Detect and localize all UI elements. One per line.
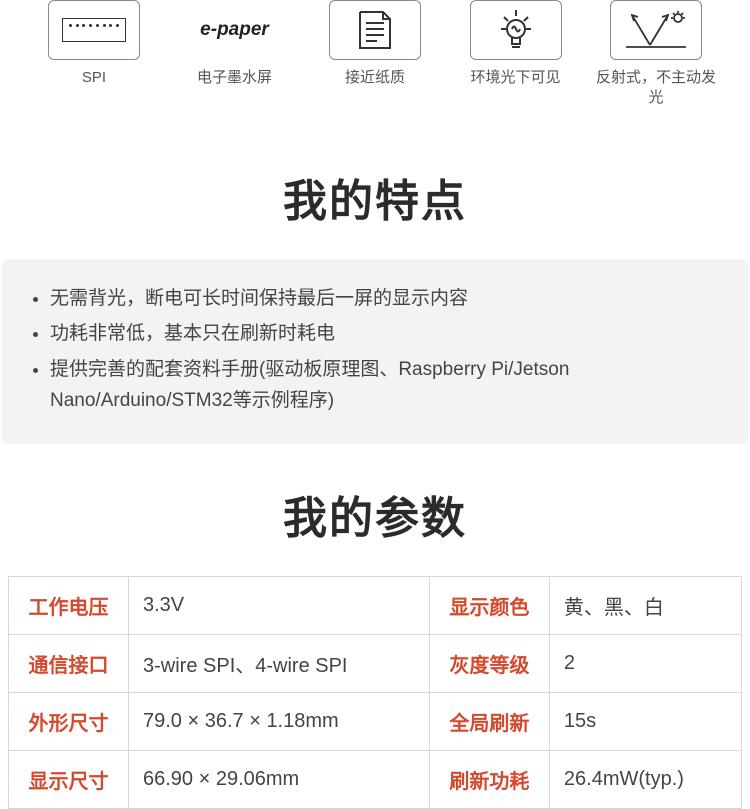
spec-value: 3-wire SPI、4-wire SPI: [129, 635, 430, 693]
spec-label: 工作电压: [9, 577, 129, 635]
table-row: 工作电压 3.3V 显示颜色 黄、黑、白: [9, 577, 742, 635]
icon-caption: 环境光下可见: [470, 68, 560, 88]
spec-label: 全局刷新: [429, 693, 549, 751]
epaper-text: e-paper: [200, 19, 269, 41]
spec-value: 79.0 × 36.7 × 1.18mm: [129, 693, 430, 751]
specs-heading: 我的参数: [0, 482, 750, 546]
feature-item: 无需背光，断电可长时间保持最后一屏的显示内容: [50, 283, 724, 314]
doc-icon: [329, 0, 421, 60]
icon-caption: 接近纸质: [345, 68, 405, 88]
reflect-icon: [610, 0, 702, 60]
table-row: 外形尺寸 79.0 × 36.7 × 1.18mm 全局刷新 15s: [9, 693, 742, 751]
spec-label: 显示尺寸: [9, 751, 129, 809]
icon-row: SPI e-paper 电子墨水屏 接近纸质: [0, 0, 750, 127]
spec-label: 刷新功耗: [429, 751, 549, 809]
table-row: 显示尺寸 66.90 × 29.06mm 刷新功耗 26.4mW(typ.): [9, 751, 742, 809]
icon-cell-bulb: 环境光下可见: [450, 0, 582, 107]
spec-value: 2: [549, 635, 741, 693]
spi-icon: [48, 0, 140, 60]
spec-label: 灰度等级: [429, 635, 549, 693]
icon-cell-doc: 接近纸质: [309, 0, 441, 107]
icon-cell-spi: SPI: [28, 0, 160, 107]
spec-value: 66.90 × 29.06mm: [129, 751, 430, 809]
icon-caption: SPI: [82, 68, 106, 88]
bulb-icon: [470, 0, 562, 60]
spec-label: 通信接口: [9, 635, 129, 693]
feature-item: 提供完善的配套资料手册(驱动板原理图、Raspberry Pi/Jetson N…: [50, 354, 724, 417]
features-box: 无需背光，断电可长时间保持最后一屏的显示内容 功耗非常低，基本只在刷新时耗电 提…: [2, 259, 748, 444]
features-heading: 我的特点: [0, 165, 750, 229]
icon-cell-reflect: 反射式，不主动发光: [590, 0, 722, 107]
specs-table: 工作电压 3.3V 显示颜色 黄、黑、白 通信接口 3-wire SPI、4-w…: [8, 576, 742, 809]
spec-value: 26.4mW(typ.): [549, 751, 741, 809]
icon-cell-epaper: e-paper 电子墨水屏: [169, 0, 301, 107]
spec-label: 显示颜色: [429, 577, 549, 635]
icon-caption: 电子墨水屏: [197, 68, 272, 88]
spec-value: 黄、黑、白: [549, 577, 741, 635]
spec-label: 外形尺寸: [9, 693, 129, 751]
table-row: 通信接口 3-wire SPI、4-wire SPI 灰度等级 2: [9, 635, 742, 693]
feature-item: 功耗非常低，基本只在刷新时耗电: [50, 318, 724, 349]
features-list: 无需背光，断电可长时间保持最后一屏的显示内容 功耗非常低，基本只在刷新时耗电 提…: [26, 283, 724, 416]
spec-value: 15s: [549, 693, 741, 751]
spec-value: 3.3V: [129, 577, 430, 635]
icon-caption: 反射式，不主动发光: [590, 68, 722, 107]
epaper-icon: e-paper: [189, 0, 281, 60]
